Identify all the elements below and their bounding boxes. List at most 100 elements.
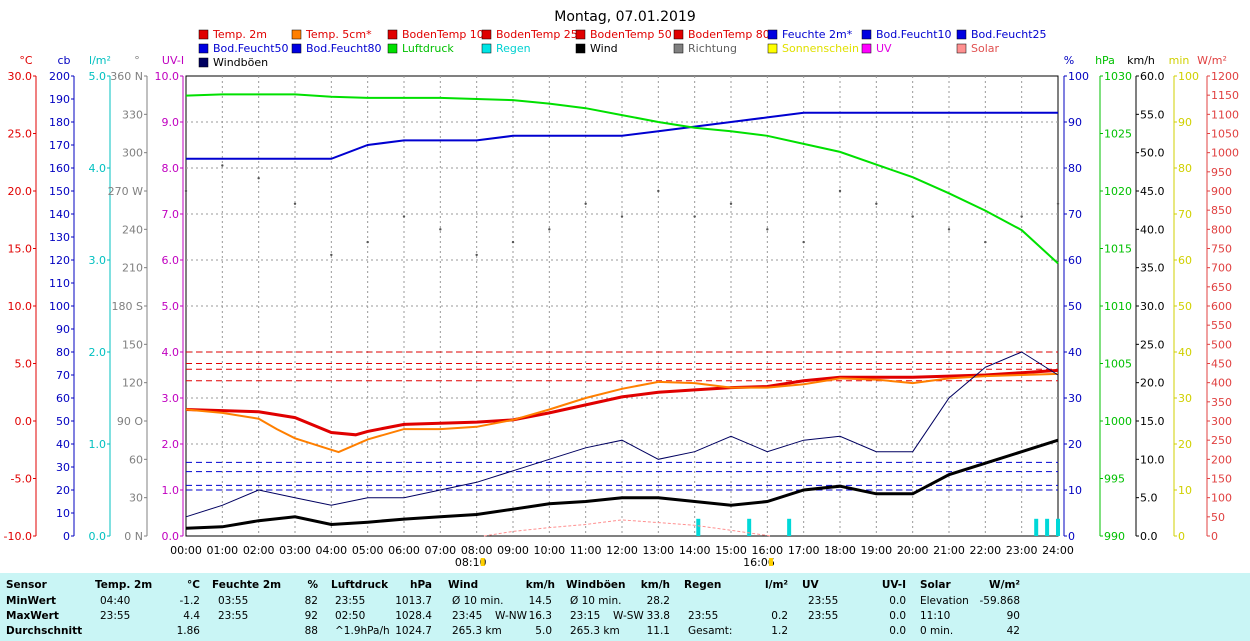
axis-tick-label: 10: [1178, 484, 1192, 497]
table-cell: 88: [304, 625, 318, 637]
axis-tick-label: 100: [1211, 492, 1232, 505]
axis-tick-label: 550: [1211, 319, 1232, 332]
axis-tick-label: 0: [1068, 530, 1075, 543]
axis-tick-label: 1.0: [162, 484, 180, 497]
axis-tick-label: 30: [1068, 392, 1082, 405]
series-temp-5cm: [185, 372, 1059, 454]
axis-tick-label: 1015: [1104, 243, 1132, 256]
left-axes: °C 30.0 25.0 20.0 15.0 10.0 5.0 0.0 -5.0 -10.0 cb 2…: [4, 54, 185, 543]
legend-label: Wind: [590, 42, 618, 55]
axis-tick-label: 50.0: [1140, 147, 1165, 160]
axis-tick-label: 20.0: [1140, 377, 1165, 390]
legend-swatch: [673, 29, 684, 40]
axis-tick-label: 600: [1211, 300, 1232, 313]
table-cell: l/m²: [765, 579, 788, 591]
table-cell: 23:55: [218, 610, 249, 622]
axis-tick-label: 60.0: [1140, 70, 1165, 83]
table-cell: -59.868: [979, 595, 1020, 607]
legend-label: Sonnenschein: [782, 42, 859, 55]
table-cell: 82: [304, 595, 318, 607]
axis-tick-label: 1005: [1104, 358, 1132, 371]
axis-tick-label: 1100: [1211, 108, 1239, 121]
axis-tick-label: 0: [63, 530, 70, 543]
axis-tick-label: 10: [56, 507, 70, 520]
axis-tick-label: 450: [1211, 358, 1232, 371]
axis-tick-label: 170: [49, 139, 70, 152]
x-tick-label: 15:00: [715, 544, 747, 557]
axis-tick-label: 50: [1211, 511, 1225, 524]
axis-tick-label: 1025: [1104, 128, 1132, 141]
legend-label: Bod.Feucht10: [876, 28, 952, 41]
sun-marker: [480, 558, 485, 566]
axis-tick-label: 60: [129, 453, 143, 466]
direction-point: [729, 202, 733, 205]
legend-swatch: [575, 29, 586, 40]
weather-chart: Montag, 07.01.2019 Temp. 2m Temp. 5cm* Bod…: [4, 9, 1239, 569]
axis-tick-label: 8.0: [162, 162, 180, 175]
axis-tick-label: 160: [49, 162, 70, 175]
x-tick-label: 14:00: [679, 544, 711, 557]
axis-tick-label: 0.0: [162, 530, 180, 543]
axis-tick-label: 1.0: [89, 438, 107, 451]
axis-tick-label: 150: [122, 338, 143, 351]
axis-tick-label: 5.0: [89, 70, 107, 83]
series-temp-2m: [185, 368, 1059, 437]
axis-tick-label: 30: [56, 461, 70, 474]
rain-bar: [1034, 518, 1039, 536]
direction-point: [802, 240, 805, 244]
table-cell: Solar: [920, 579, 951, 591]
table-cell: -1.2: [179, 595, 201, 607]
legend-swatch: [575, 43, 586, 54]
table-cell: 1024.7: [395, 625, 432, 637]
direction-point: [511, 240, 515, 244]
table-cell: Temp. 2m: [95, 579, 153, 591]
axis-tick-label: 360 N: [110, 70, 143, 83]
axis-tick-label: 180: [49, 116, 70, 129]
legend-swatch: [861, 29, 872, 40]
x-tick-label: 21:00: [933, 544, 965, 557]
axis-tick-label: 150: [49, 185, 70, 198]
table-cell: 265.3 km: [570, 625, 620, 637]
direction-point: [402, 215, 406, 218]
x-tick-label: 19:00: [860, 544, 892, 557]
axis-tick-label: 40: [1178, 346, 1192, 359]
axis-tick-label: 350: [1211, 396, 1232, 409]
axis-tick-label: 90: [1068, 116, 1082, 129]
table-cell: 33.8: [646, 610, 670, 622]
table-cell: 23:55: [688, 610, 719, 622]
axis-tick-label: 200: [49, 70, 70, 83]
chart-title: Montag, 07.01.2019: [554, 9, 696, 25]
axis-tick-label: 80: [1178, 162, 1192, 175]
table-cell: 23:15: [570, 610, 601, 622]
axis-tick-label: 10: [1068, 484, 1082, 497]
axis-tick-label: 1010: [1104, 300, 1132, 313]
table-cell: Wind: [448, 579, 479, 591]
direction-point: [911, 215, 914, 218]
axis-tick-label: 0.0: [1140, 530, 1158, 543]
axis-tick-label: 210: [122, 262, 143, 275]
axis-tick-label: 1000: [1211, 147, 1239, 160]
axis-tick-label: 300: [1211, 415, 1232, 428]
table-cell: 5.0: [535, 625, 552, 637]
table-cell: Windböen: [566, 579, 626, 591]
x-tick-label: 23:00: [1006, 544, 1038, 557]
direction-point: [548, 228, 551, 231]
table-cell: 90: [1006, 610, 1020, 622]
axis-tick-label: 110: [49, 277, 70, 290]
table-cell: MaxWert: [6, 610, 59, 622]
table-cell: Durchschnitt: [6, 625, 83, 637]
direction-point: [221, 164, 224, 167]
axis-tick-label: 3.0: [89, 254, 107, 267]
axis-tick-label: 330: [122, 108, 143, 121]
table-cell: 4.4: [183, 610, 200, 622]
table-cell: hPa: [410, 579, 432, 591]
table-cell: 03:55: [218, 595, 249, 607]
sun-marker: [768, 558, 773, 566]
rain-bar: [696, 518, 701, 536]
legend-label: Bod.Feucht80: [306, 42, 382, 55]
axis-tick-label: 130: [49, 231, 70, 244]
legend-label: Solar: [971, 42, 1000, 55]
axis-tick-label: 240: [122, 223, 143, 236]
x-tick-label: 22:00: [969, 544, 1001, 557]
axis-tick-label: 1000: [1104, 415, 1132, 428]
